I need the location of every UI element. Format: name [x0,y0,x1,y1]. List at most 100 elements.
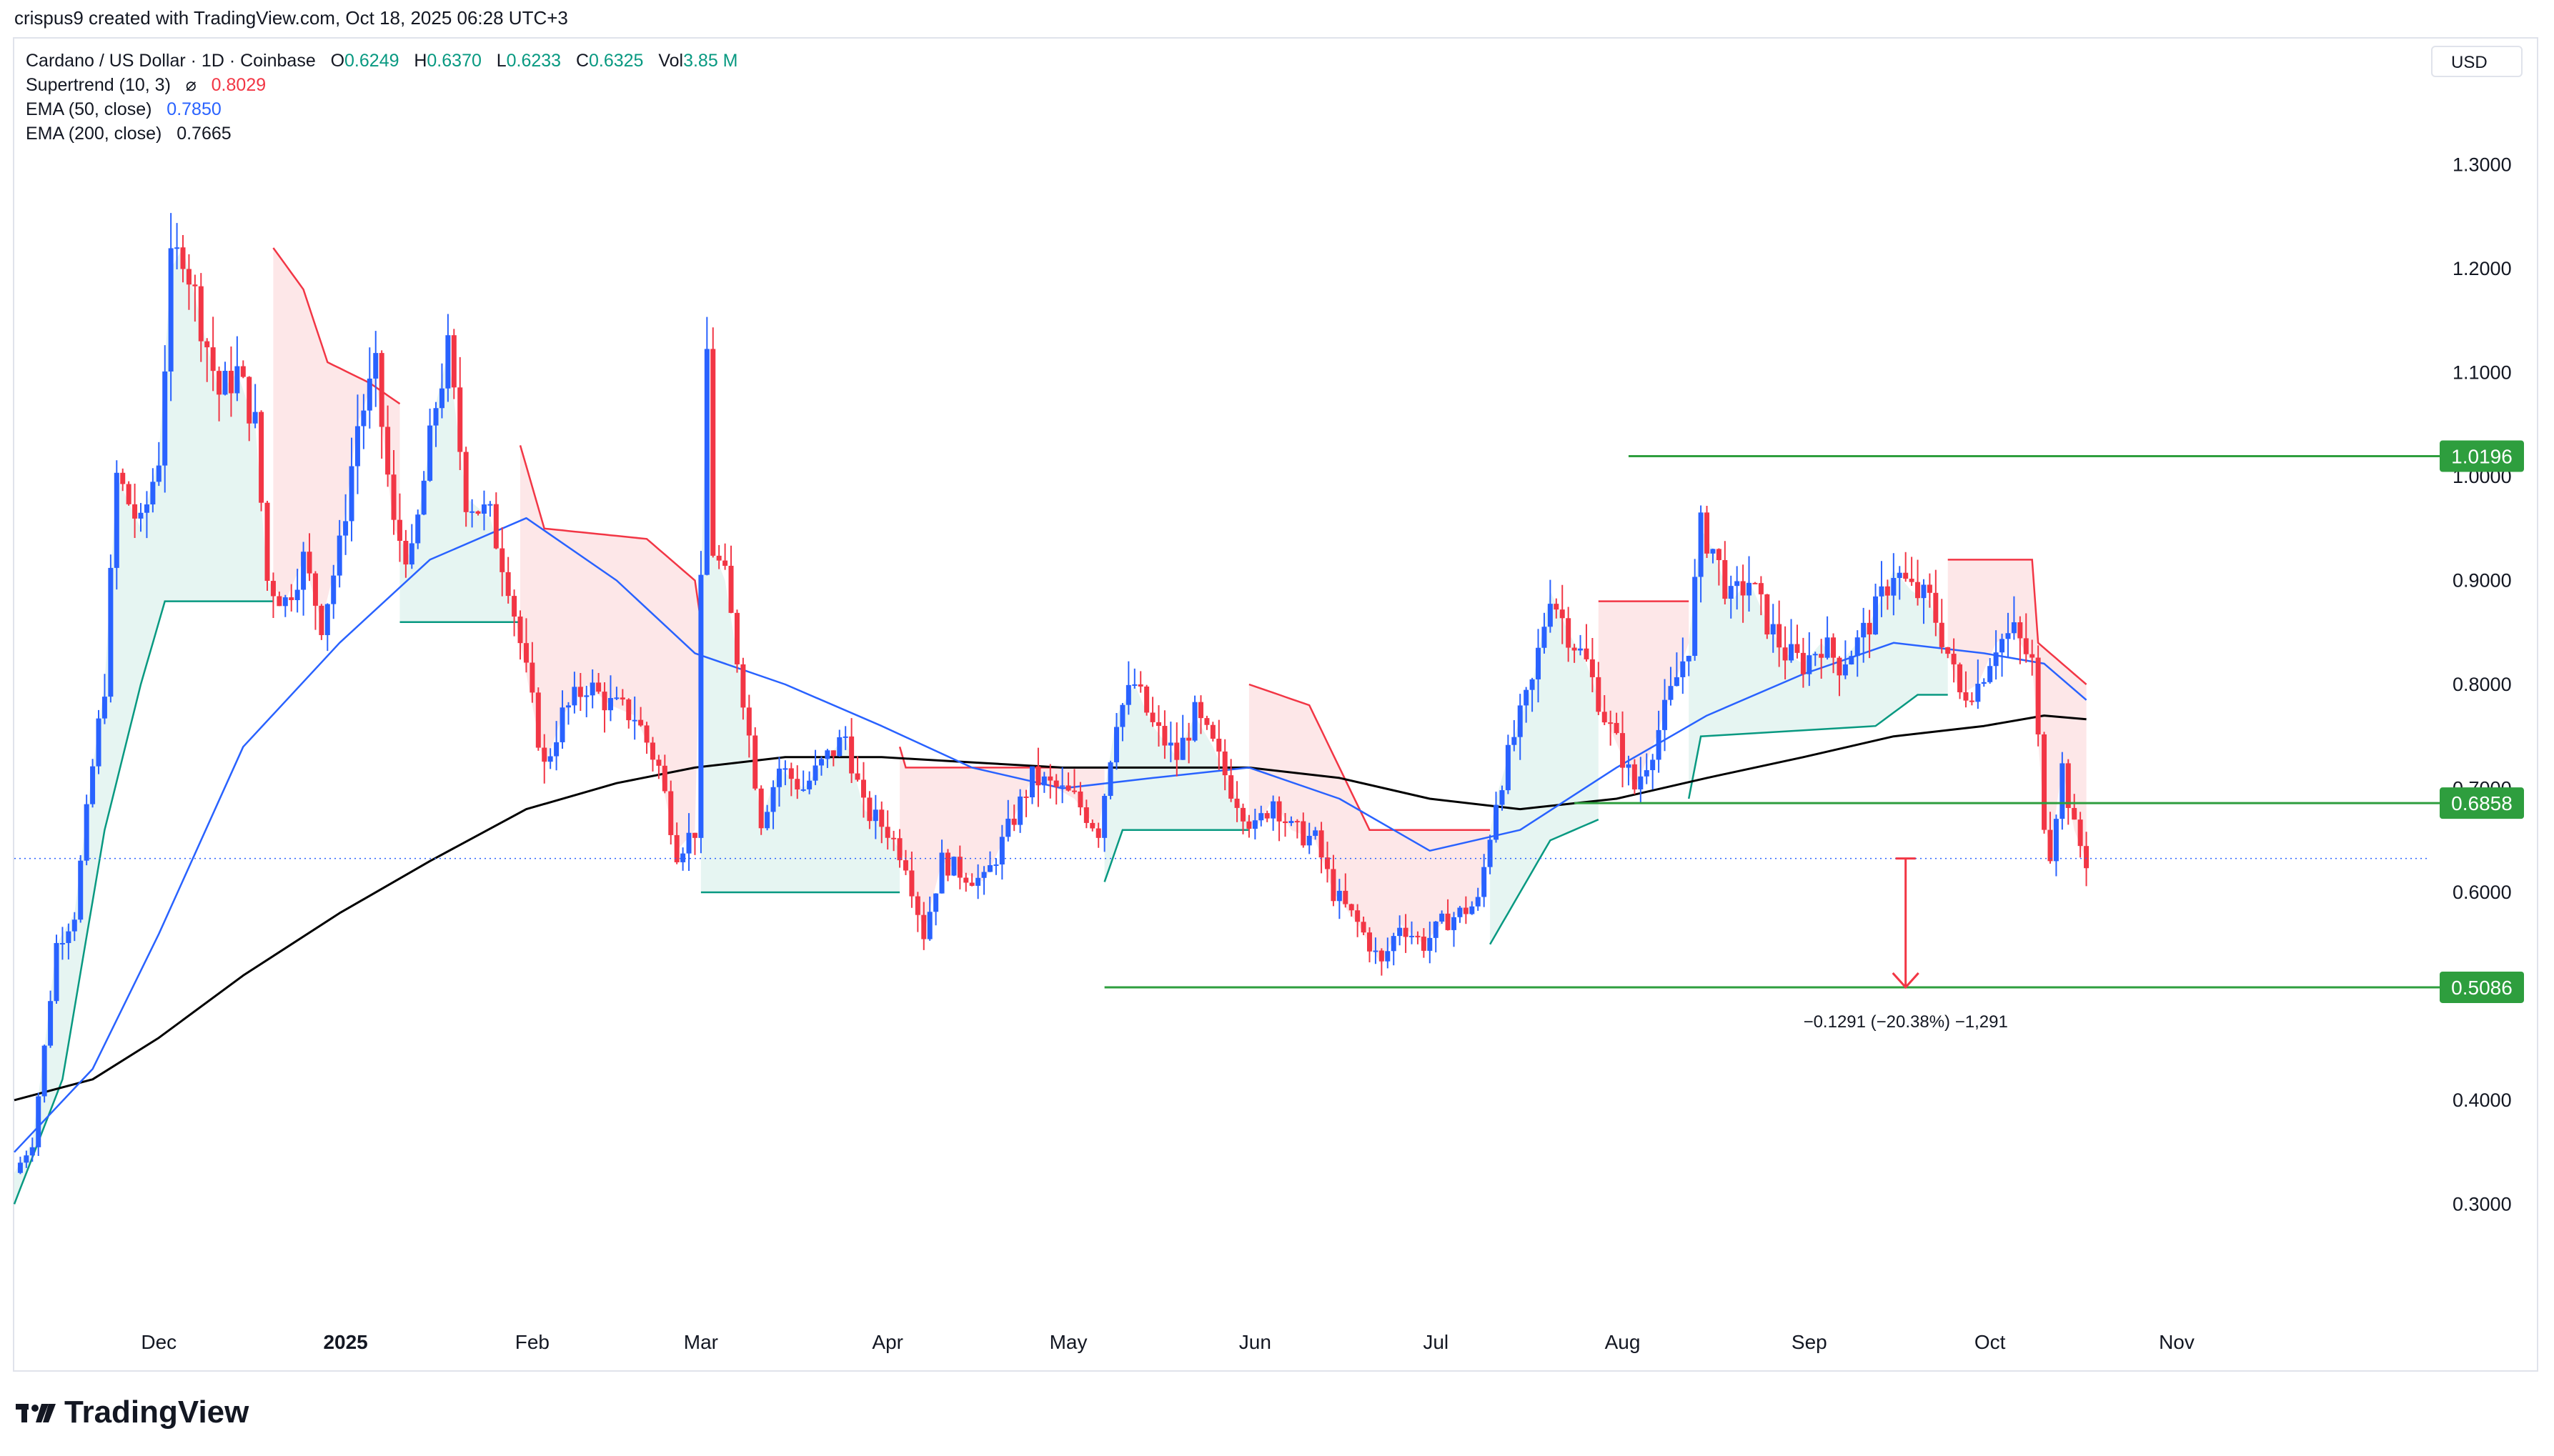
candle-body[interactable] [59,942,65,944]
candle-body[interactable] [921,914,927,939]
candle-body[interactable] [1301,821,1306,846]
candle-body[interactable] [132,504,138,519]
candle-body[interactable] [96,718,101,767]
candle-body[interactable] [1144,686,1150,713]
candle-body[interactable] [1511,737,1517,745]
candle-body[interactable] [765,812,770,829]
candle-body[interactable] [1867,622,1872,635]
candle-body[interactable] [542,747,547,762]
candle-body[interactable] [1457,907,1463,917]
candle-body[interactable] [692,832,697,838]
candle-body[interactable] [259,412,264,503]
candle-body[interactable] [565,705,571,708]
candle-body[interactable] [247,377,252,424]
candle-body[interactable] [1547,604,1553,627]
candle-body[interactable] [1638,776,1644,789]
candle-body[interactable] [1650,759,1656,771]
candle-body[interactable] [1234,798,1240,808]
candle-body[interactable] [1770,624,1776,635]
candle-body[interactable] [879,809,885,827]
candle-body[interactable] [1481,867,1487,897]
candle-body[interactable] [2042,734,2047,830]
candle-body[interactable] [138,512,144,519]
candle-body[interactable] [1884,586,1890,596]
candle-body[interactable] [36,1096,41,1147]
candle-body[interactable] [397,519,402,542]
candle-body[interactable] [349,466,354,522]
candle-body[interactable] [385,427,391,475]
candle-body[interactable] [126,484,131,504]
candle-body[interactable] [602,692,607,711]
candle-body[interactable] [66,931,71,943]
candle-body[interactable] [1831,637,1837,658]
candle-body[interactable] [1554,604,1559,610]
candle-body[interactable] [1325,857,1331,869]
candle-body[interactable] [1445,913,1451,930]
candle-body[interactable] [210,347,216,372]
candle-body[interactable] [1758,583,1764,594]
candle-body[interactable] [530,662,535,693]
candle-body[interactable] [674,834,680,862]
candle-body[interactable] [1378,950,1384,962]
candle-body[interactable] [114,472,119,568]
candle-body[interactable] [1584,648,1589,659]
candle-body[interactable] [897,838,903,861]
candle-body[interactable] [825,750,830,759]
candle-body[interactable] [217,371,222,395]
candle-body[interactable] [48,1001,54,1046]
candle-body[interactable] [1777,624,1782,648]
candle-body[interactable] [1674,677,1679,687]
candle-body[interactable] [457,387,463,452]
candle-body[interactable] [560,707,565,742]
candle-body[interactable] [752,735,758,789]
candle-body[interactable] [1975,684,1981,702]
candle-body[interactable] [1192,702,1198,741]
candle-body[interactable] [354,426,360,467]
candle-body[interactable] [228,371,234,394]
candle-body[interactable] [270,581,276,597]
candle-body[interactable] [1854,637,1860,657]
candle-body[interactable] [174,247,180,249]
candle-body[interactable] [1078,791,1083,808]
candle-body[interactable] [927,912,933,939]
candle-body[interactable] [554,742,560,757]
candle-body[interactable] [1957,664,1963,692]
candle-body[interactable] [1800,652,1806,674]
candle-body[interactable] [584,695,590,697]
candle-body[interactable] [427,425,433,481]
candle-body[interactable] [933,893,939,912]
candle-body[interactable] [1921,584,1927,599]
candle-body[interactable] [939,852,945,894]
candle-body[interactable] [240,366,246,377]
candle-body[interactable] [1283,821,1288,824]
candle-body[interactable] [1933,592,1939,623]
candle-body[interactable] [1126,684,1131,705]
candle-body[interactable] [1391,936,1396,952]
candle-body[interactable] [487,504,493,506]
candle-body[interactable] [1680,661,1686,677]
candle-body[interactable] [90,766,96,804]
candle-body[interactable] [993,864,999,867]
candle-body[interactable] [1981,682,1987,684]
candle-body[interactable] [1999,639,2005,653]
candle-body[interactable] [289,597,294,600]
candle-body[interactable] [1433,921,1439,938]
candle-body[interactable] [409,543,414,565]
candle-body[interactable] [903,860,908,871]
candle-body[interactable] [698,574,704,838]
candle-body[interactable] [1752,582,1758,584]
candle-body[interactable] [1318,830,1324,858]
candle-body[interactable] [1373,950,1378,952]
candle-body[interactable] [71,919,77,932]
candle-body[interactable] [1909,579,1914,582]
candle-body[interactable] [1945,647,1951,654]
candle-body[interactable] [1029,766,1035,798]
candle-body[interactable] [1499,790,1505,805]
candle-body[interactable] [1361,922,1366,933]
candle-body[interactable] [1415,935,1421,937]
candle-body[interactable] [1614,722,1619,734]
candle-body[interactable] [975,877,981,886]
candle-body[interactable] [873,809,878,822]
candle-body[interactable] [1589,659,1595,677]
candle-body[interactable] [1915,582,1921,599]
